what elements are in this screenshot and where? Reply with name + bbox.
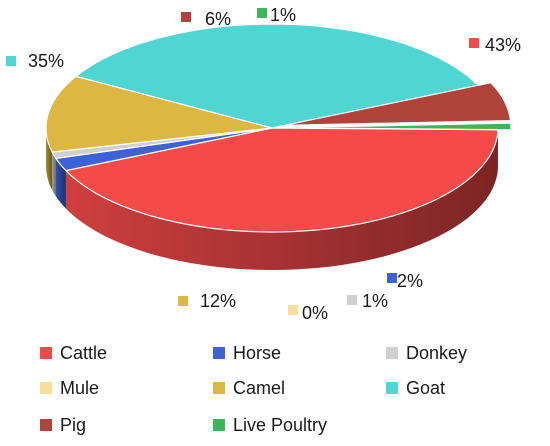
data-label-goat: 35%	[28, 51, 64, 71]
data-marker-pig	[181, 12, 191, 22]
pie-labels: 43% 2% 1% 0% 12% 35% 6% 1%	[6, 5, 521, 323]
legend-item-camel: Camel	[213, 375, 285, 401]
legend-swatch-goat	[386, 382, 398, 394]
data-label-donkey: 1%	[362, 291, 388, 311]
data-label-live-poultry: 1%	[270, 5, 296, 25]
pie-slice-live-poultry	[284, 122, 512, 131]
data-marker-cattle	[469, 38, 479, 48]
legend-item-horse: Horse	[213, 340, 281, 366]
legend-label-horse: Horse	[233, 342, 282, 363]
pie-side-camel	[46, 128, 53, 191]
legend-item-cattle: Cattle	[40, 340, 107, 366]
legend-label-mule: Mule	[60, 377, 100, 398]
legend-swatch-pig	[40, 419, 52, 431]
data-label-mule: 0%	[302, 303, 328, 323]
pie-side-cattle	[65, 129, 499, 270]
pie-side-horse	[55, 158, 66, 209]
legend-label-donkey: Donkey	[406, 342, 468, 363]
legend-swatch-camel	[213, 382, 225, 394]
data-label-pig: 6%	[205, 9, 231, 29]
legend-label-cattle: Cattle	[60, 342, 108, 363]
data-label-cattle: 43%	[485, 35, 521, 55]
legend-swatch-donkey	[386, 347, 398, 359]
pie-side-walls	[46, 128, 499, 270]
pie-slice-pig	[284, 82, 512, 126]
legend-item-live-poultry: Live Poultry	[213, 412, 327, 438]
data-label-horse: 2%	[397, 271, 423, 291]
pie-slices	[45, 23, 512, 233]
legend: Cattle Horse Donkey Mule Camel Goat Pig …	[0, 336, 550, 446]
data-marker-mule	[288, 305, 298, 315]
legend-item-pig: Pig	[40, 412, 86, 438]
legend-item-donkey: Donkey	[386, 340, 467, 366]
pie-slice-goat	[74, 23, 480, 129]
legend-swatch-horse	[213, 347, 225, 359]
data-label-camel: 12%	[200, 291, 236, 311]
data-marker-donkey	[347, 295, 357, 305]
pie-slice-camel	[45, 75, 273, 153]
data-marker-live-poultry	[257, 8, 267, 18]
data-marker-camel	[178, 296, 188, 306]
legend-label-live-poultry: Live Poultry	[233, 414, 328, 435]
pie-side-donkey	[52, 152, 56, 197]
legend-swatch-live-poultry	[213, 419, 225, 431]
pie-slice-cattle	[64, 127, 499, 233]
legend-swatch-cattle	[40, 347, 52, 359]
legend-item-mule: Mule	[40, 375, 99, 401]
legend-label-camel: Camel	[233, 377, 286, 398]
pie-chart: 43% 2% 1% 0% 12% 35% 6% 1%	[6, 5, 521, 323]
legend-label-goat: Goat	[406, 377, 446, 398]
data-marker-horse	[387, 273, 397, 283]
legend-swatch-mule	[40, 382, 52, 394]
legend-label-pig: Pig	[60, 414, 87, 435]
data-marker-goat	[6, 56, 16, 66]
legend-item-goat: Goat	[386, 375, 445, 401]
